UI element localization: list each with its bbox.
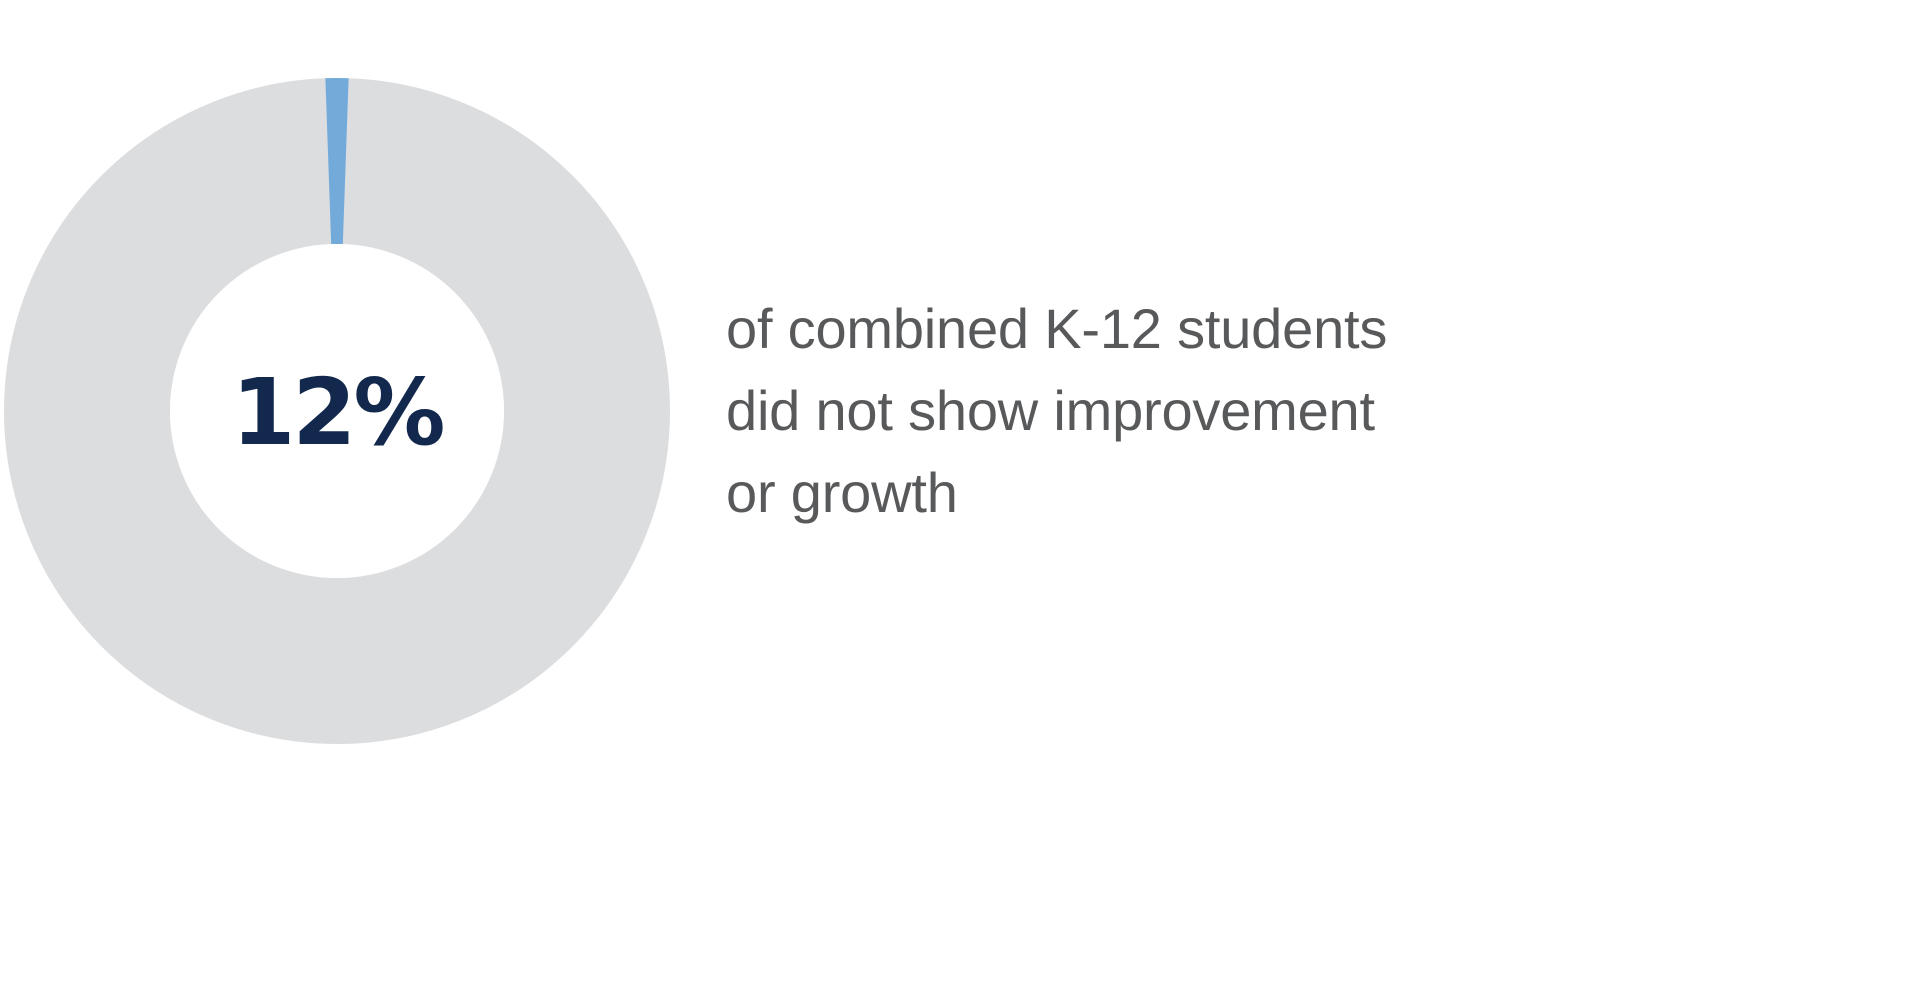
caption-line-3: or growth [726, 461, 958, 524]
caption-block: of combined K-12 students did not show i… [726, 288, 1566, 534]
caption-line-2: did not show improvement [726, 379, 1375, 442]
donut-chart: 12% [2, 76, 672, 746]
donut-hole [170, 244, 504, 578]
donut-chart-svg [4, 77, 670, 744]
caption-line-1: of combined K-12 students [726, 297, 1388, 360]
donut-highlight-segment [325, 77, 349, 245]
